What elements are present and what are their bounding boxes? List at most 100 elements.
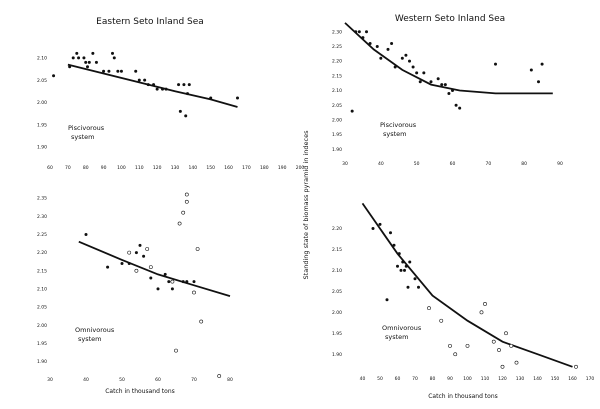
panel-3-system-label: Omnivorous [75,326,115,334]
panel-1-data-point [236,96,239,100]
panel-1-data-point [164,87,168,91]
panel-3-data-point-open [145,247,150,251]
x-axis-label-right: Catch in thousand tons [428,393,498,400]
panel-1-data-point [82,56,86,60]
panel-3-data-point-open [127,250,132,255]
panel-1-x-tick-label: 190 [278,165,287,171]
panel-4-data-point-open [497,348,501,352]
panel-1-y-tick-label: 1.95 [37,122,47,128]
panel-4-data-point-open [483,302,487,306]
panel-2-data-point [494,62,497,66]
panel-2-y-tick-label: 2.30 [332,29,342,35]
panel-2-data-point [361,36,365,40]
panel-2-data-point [418,80,422,84]
panel-4-x-tick-label: 130 [516,376,525,382]
panel-2-data-point [390,42,394,45]
panel-2-y-tick-label: 2.00 [332,117,342,123]
panel-2-y-tick-label: 2.05 [332,103,342,109]
panel-1-data-point [134,69,138,73]
panel-2-system-label: Piscivorous [380,121,417,129]
panel-3-data-point-open [181,210,186,215]
panel-2-data-point [454,103,458,107]
panel-3-data-point [120,261,124,265]
panel-4-data-point-open [491,339,496,344]
panel-1-x-tick-label: 70 [65,165,71,171]
panel-1-x-tick-label: 60 [47,165,53,171]
panel-1-data-point [111,51,114,55]
panel-4-data-point-open [465,343,470,348]
panel-3-x-tick-label: 50 [119,377,125,383]
panel-1-data-point [84,60,88,64]
panel-3-y-tick-label: 2.35 [37,196,47,202]
panel-1-x-tick-label: 80 [83,165,89,171]
panel-3-data-point-open [195,247,200,251]
panel-1-data-point [184,114,188,118]
panel-4-data-point [396,264,399,268]
panel-4-data-point-open [504,331,508,336]
panel-3-data-point-open [177,221,182,226]
panel-2-data-point [429,80,433,84]
panel-2-data-point [357,30,361,34]
panel-4-data-point-open [509,343,514,348]
panel-1-data-point [152,83,156,87]
panel-4-data-point [385,298,389,302]
panel-4-data-point [403,268,406,272]
panel-2-y-tick-label: 1.95 [332,132,342,138]
x-axis-label-left: Catch in thousand tons [105,388,175,395]
panel-4-data-point [406,285,410,289]
panel-4-data-point-open [500,364,505,369]
panel-3-x-tick-label: 40 [83,377,89,383]
panel-4-y-tick-label: 2.00 [332,310,342,316]
panel-1-system-label: system [71,133,95,141]
panel-4-x-tick-label: 160 [568,376,577,382]
panel-1-data-point [68,65,72,69]
panel-1-system-label: Piscivorous [68,124,105,132]
panel-4-data-point [371,227,375,231]
panel-3-data-point [170,287,174,291]
panel-3-y-tick-label: 2.00 [37,323,47,329]
panel-2-data-point [379,56,383,60]
panel-1-data-point [186,92,189,96]
panel-3-y-tick-label: 2.05 [37,305,47,311]
panel-1-data-point [75,51,79,55]
panel-4-data-point-open [514,360,519,365]
panel-3-x-tick-label: 30 [47,377,53,383]
panel-1-x-tick-label: 90 [101,165,107,171]
panel-1-data-point [119,69,123,73]
panel-3-data-point-open [170,279,175,284]
panel-4-x-tick-label: 70 [412,376,418,382]
panel-2-x-tick-label: 40 [378,161,384,167]
panel-1-y-tick-label: 2.05 [37,78,47,84]
panel-1-data-point [94,60,98,64]
panel-4-data-point-open [448,343,452,348]
panel-2-x-tick-label: 30 [342,161,348,167]
panel-3-data-point-open [134,268,139,273]
panel-1-data-point [112,56,116,60]
panel-4-y-tick-label: 2.10 [332,268,342,274]
panel-3-y-tick-label: 2.20 [37,250,47,256]
panel-4-data-point-open [439,318,444,323]
panel-3-data-point [127,261,131,265]
panel-1-x-tick-label: 100 [117,165,126,171]
panel-2-data-point [350,109,354,113]
panel-1-y-tick-label: 2.10 [37,55,47,61]
panel-3-fit-curve [78,240,231,297]
panel-1-data-point [86,65,89,69]
panel-1-x-tick-label: 180 [260,165,269,171]
panel-4-data-point-open [479,310,484,315]
panel-4-x-tick-label: 150 [551,376,560,382]
title-eastern: Eastern Seto Inland Sea [96,17,204,27]
panel-3-data-point [134,251,138,255]
panel-2-data-point [529,68,533,72]
panel-1-data-point [87,60,91,64]
panel-4-data-point [392,243,396,247]
panel-3-data-point [142,254,146,258]
panel-1-data-point [146,83,150,87]
panel-2-data-point [537,80,540,84]
panel-4-y-tick-label: 1.95 [332,331,342,337]
panel-3-data-point [167,280,171,284]
panel-2-data-point [404,53,408,57]
panel-4-system-label: Omnivorous [382,324,422,332]
panel-2-data-point [386,47,390,51]
panel-3-data-point [149,276,153,280]
